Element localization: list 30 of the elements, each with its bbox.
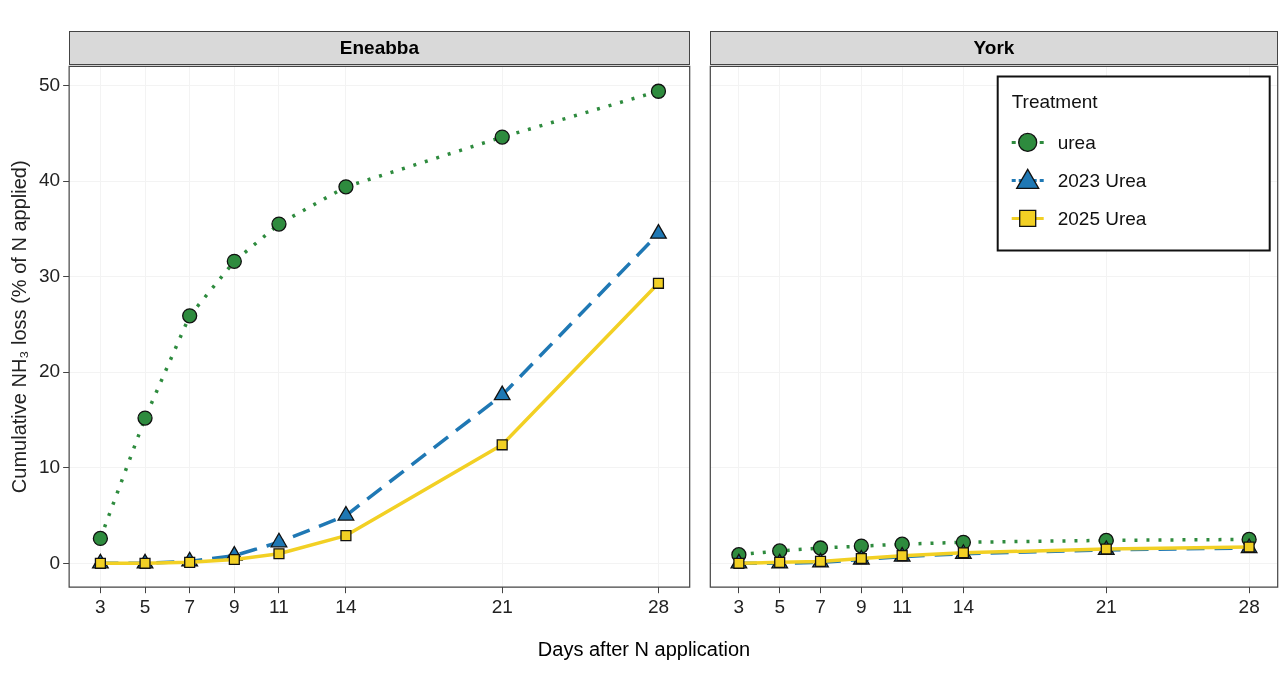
x-tick-label: 5 (139, 595, 151, 617)
legend-title: Treatment (1011, 90, 1099, 112)
x-tick-label: 7 (184, 595, 195, 617)
legend-label: 2023 Urea (1057, 169, 1147, 191)
y-tick-label: 30 (38, 264, 61, 286)
legend-label: urea (1057, 131, 1097, 153)
chart-title: York (710, 31, 1278, 66)
x-tick-label: 5 (774, 595, 785, 617)
x-tick-label: 21 (1095, 595, 1117, 617)
x-tick-label: 11 (892, 595, 913, 617)
y-tick-label: 0 (49, 551, 61, 573)
chart-title: Eneabba (69, 31, 690, 66)
y-tick-label: 40 (38, 169, 61, 191)
x-tick-label: 3 (733, 595, 745, 617)
x-tick-label: 21 (491, 595, 513, 617)
y-axis-title: Cumulative NH₃ loss (% of N applied) (7, 160, 30, 494)
x-tick-label: 3 (95, 595, 106, 617)
x-tick-label: 28 (647, 595, 670, 617)
y-tick-label: 50 (38, 73, 61, 95)
x-tick-label: 14 (335, 595, 357, 617)
x-axis-title: Days after N application (536, 638, 752, 661)
x-tick-label: 9 (229, 595, 240, 617)
x-tick-label: 7 (815, 595, 826, 617)
x-tick-label: 28 (1238, 595, 1260, 617)
x-tick-label: 9 (856, 595, 867, 617)
legend-label: 2025 Urea (1057, 207, 1147, 229)
y-tick-label: 20 (38, 360, 61, 382)
x-tick-label: 11 (269, 595, 289, 617)
x-tick-label: 14 (952, 595, 975, 617)
y-tick-label: 10 (38, 455, 61, 477)
